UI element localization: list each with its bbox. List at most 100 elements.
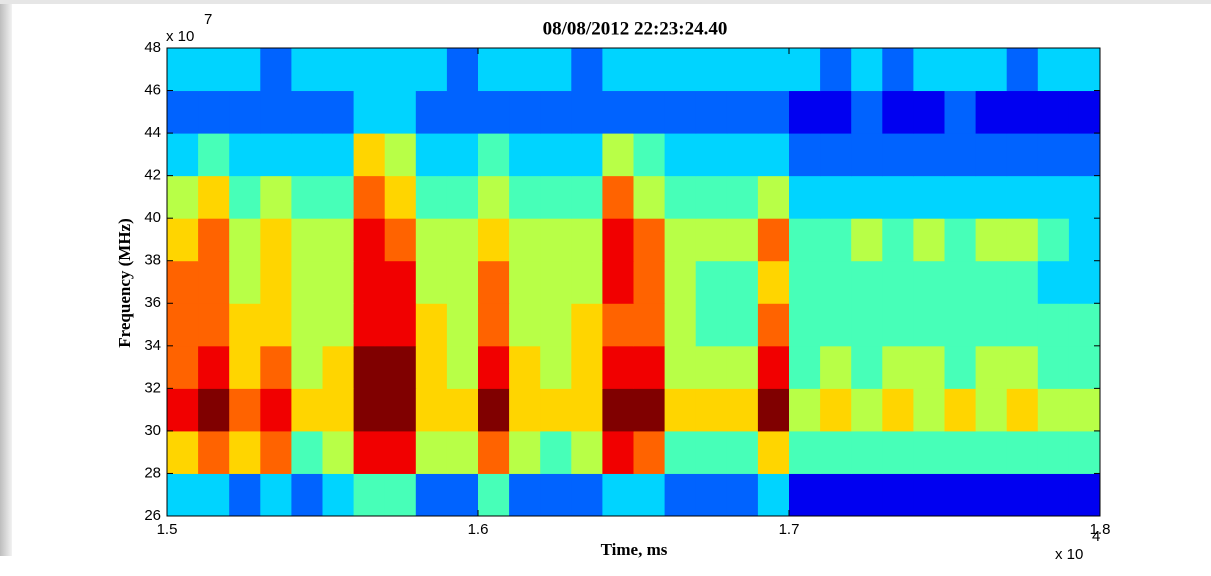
heatmap-cell <box>198 430 230 474</box>
window-top <box>0 0 1211 4</box>
heatmap-cell <box>1006 175 1039 219</box>
heatmap-cell <box>1068 430 1101 474</box>
heatmap-cell <box>478 388 510 432</box>
heatmap-cell <box>322 345 355 389</box>
heatmap-cell <box>1068 345 1101 389</box>
heatmap-cell <box>944 388 977 432</box>
heatmap-cell <box>353 218 386 262</box>
heatmap-cell <box>944 175 977 219</box>
heatmap-cell <box>913 473 945 517</box>
heatmap-cell <box>167 90 199 134</box>
heatmap-cell <box>353 90 386 134</box>
heatmap-cell <box>478 430 510 474</box>
heatmap-cell <box>509 473 541 517</box>
heatmap-cell <box>757 90 790 134</box>
y-tick-label: 40 <box>144 209 161 226</box>
heatmap-cell <box>633 90 666 134</box>
heatmap-cell <box>446 345 479 389</box>
heatmap-cell <box>384 48 417 92</box>
heatmap-cell <box>322 218 355 262</box>
heatmap-cell <box>446 48 479 92</box>
heatmap-cell <box>757 133 790 177</box>
y-tick-label: 26 <box>144 507 161 524</box>
heatmap-cell <box>602 473 634 517</box>
heatmap-cell <box>1037 175 1070 219</box>
heatmap-cell <box>353 175 386 219</box>
heatmap-cell <box>167 345 199 389</box>
heatmap-cell <box>1006 48 1039 92</box>
heatmap-cell <box>789 473 821 517</box>
heatmap-cell <box>882 473 914 517</box>
heatmap-cell <box>509 218 541 262</box>
heatmap-cell <box>478 90 510 134</box>
heatmap-cell <box>1006 133 1039 177</box>
heatmap-cell <box>1037 388 1070 432</box>
heatmap-cell <box>851 175 883 219</box>
heatmap-cell <box>820 218 852 262</box>
heatmap-cell <box>633 345 666 389</box>
heatmap-cell <box>851 303 883 347</box>
chart-title: 08/08/2012 22:23:24.40 <box>543 18 728 39</box>
y-tick-label: 36 <box>144 294 161 311</box>
heatmap-cell <box>1006 430 1039 474</box>
heatmap-cell <box>260 388 292 432</box>
heatmap-cell <box>446 90 479 134</box>
heatmap-cell <box>478 473 510 517</box>
heatmap-cell <box>446 430 479 474</box>
heatmap-cell <box>820 133 852 177</box>
heatmap-cell <box>198 303 230 347</box>
heatmap-cell <box>633 473 666 517</box>
heatmap-cell <box>602 388 634 432</box>
heatmap-cell <box>757 473 790 517</box>
heatmap-cell <box>291 345 323 389</box>
y-exponent-base: x 10 <box>166 28 194 45</box>
y-exponent: 7 <box>204 11 212 28</box>
heatmap-cell <box>664 430 697 474</box>
heatmap-cell <box>198 218 230 262</box>
heatmap-cell <box>789 303 821 347</box>
heatmap-cell <box>1037 48 1070 92</box>
heatmap-cell <box>384 345 417 389</box>
heatmap-cell <box>1068 388 1101 432</box>
heatmap-cell <box>913 175 945 219</box>
heatmap-cell <box>975 430 1008 474</box>
heatmap-cell <box>726 175 759 219</box>
heatmap-cell <box>695 473 728 517</box>
heatmap-cell <box>1037 473 1070 517</box>
x-tick-label: 1.8 <box>1090 521 1111 538</box>
y-axis-label: Frequency (MHz) <box>115 218 134 348</box>
heatmap-cell <box>882 48 914 92</box>
heatmap-cell <box>726 388 759 432</box>
heatmap-cell <box>1068 303 1101 347</box>
heatmap-cell <box>882 345 914 389</box>
heatmap-cell <box>571 303 603 347</box>
heatmap-cell <box>291 260 323 304</box>
heatmap-cell <box>260 303 292 347</box>
heatmap-cell <box>664 345 697 389</box>
heatmap-cell <box>913 48 945 92</box>
heatmap-cell <box>446 260 479 304</box>
heatmap-cell <box>322 388 355 432</box>
heatmap-cell <box>882 90 914 134</box>
heatmap-cell <box>384 175 417 219</box>
heatmap-cell <box>540 260 572 304</box>
heatmap-cell <box>229 48 261 92</box>
heatmap-cell <box>571 175 603 219</box>
heatmap-cell <box>757 430 790 474</box>
heatmap-cell <box>260 430 292 474</box>
heatmap-cell <box>789 345 821 389</box>
heatmap-cell <box>913 303 945 347</box>
heatmap-cell <box>260 218 292 262</box>
y-tick-label: 42 <box>144 167 161 184</box>
heatmap-cell <box>913 260 945 304</box>
window-edge <box>0 0 12 556</box>
heatmap-cell <box>726 90 759 134</box>
heatmap-cell <box>820 473 852 517</box>
heatmap-cell <box>1068 48 1101 92</box>
heatmap-cell <box>478 133 510 177</box>
heatmap-cell <box>167 473 199 517</box>
heatmap-cell <box>509 133 541 177</box>
heatmap-cell <box>353 388 386 432</box>
heatmap-cell <box>353 260 386 304</box>
